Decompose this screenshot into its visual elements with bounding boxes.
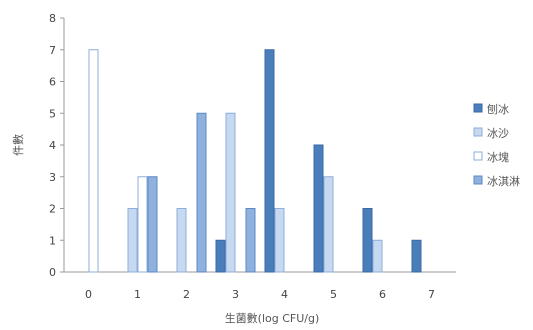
bar	[411, 239, 422, 273]
x-tick-label: 6	[379, 288, 386, 301]
y-tick-label: 7	[49, 44, 56, 57]
bar	[362, 208, 373, 273]
y-ticks: 0 1 2 3 4 5 6 7 8	[49, 12, 64, 279]
legend-swatch	[473, 151, 483, 161]
bar	[137, 176, 148, 273]
y-tick-label: 3	[49, 171, 56, 184]
x-tick-label: 4	[281, 288, 288, 301]
bar	[127, 208, 138, 273]
bar	[176, 208, 187, 273]
x-axis-title: 生菌數(log CFU/g)	[225, 311, 320, 325]
bar	[147, 176, 158, 273]
bar	[225, 112, 236, 273]
bars	[88, 49, 422, 273]
legend-swatch	[473, 175, 483, 185]
x-tick-label: 2	[183, 288, 190, 301]
bar	[196, 112, 207, 273]
legend-label: 冰沙	[487, 127, 509, 140]
bar	[323, 176, 334, 273]
x-tick-label: 0	[85, 288, 92, 301]
y-tick-label: 5	[49, 107, 56, 120]
bar	[264, 49, 275, 273]
y-tick-label: 1	[49, 234, 56, 247]
y-tick-label: 6	[49, 76, 56, 89]
bar	[274, 208, 285, 273]
x-ticks: 0 1 2 3 4 5 6 7	[85, 288, 435, 301]
legend-label: 冰淇淋	[487, 175, 520, 188]
bar	[313, 144, 324, 273]
legend-swatch	[473, 127, 483, 137]
legend-label: 冰塊	[487, 151, 509, 164]
x-tick-label: 3	[232, 288, 239, 301]
plot-area: 0 1 2 3 4 5 6 7 8 0 1 2 3 4 5 6 7	[49, 12, 456, 301]
bar	[215, 239, 226, 273]
legend-label: 刨冰	[487, 102, 509, 116]
y-tick-label: 2	[49, 203, 56, 216]
x-tick-label: 1	[134, 288, 141, 301]
legend-swatch	[473, 103, 483, 113]
bar	[372, 239, 383, 273]
x-tick-label: 5	[330, 288, 337, 301]
x-tick-label: 7	[428, 288, 435, 301]
bar	[245, 208, 256, 273]
y-tick-label: 8	[49, 12, 56, 25]
bar	[88, 49, 99, 273]
y-axis-title: 件數	[12, 134, 25, 156]
y-tick-label: 0	[49, 266, 56, 279]
y-tick-label: 4	[49, 139, 56, 152]
